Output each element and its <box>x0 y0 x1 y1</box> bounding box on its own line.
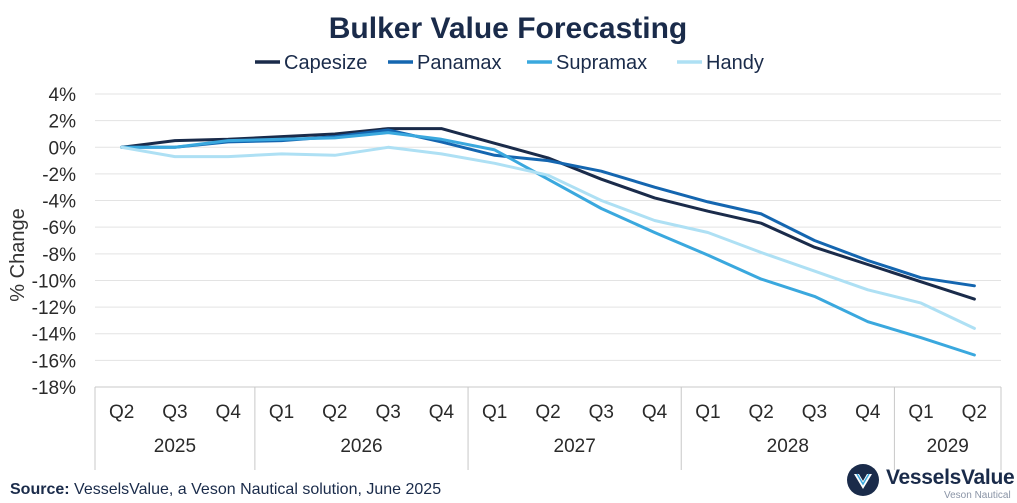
x-tick-year: 2028 <box>767 436 809 457</box>
x-tick-quarter: Q3 <box>589 402 614 423</box>
x-tick-quarter: Q4 <box>429 402 455 423</box>
legend-label: Supramax <box>556 52 647 74</box>
x-tick-quarter: Q4 <box>216 402 242 423</box>
legend-label: Handy <box>706 52 764 74</box>
y-axis-ticks: 4% 2% 0% -2% -4% -6% -8% -10% -12% -14% -16% -18% <box>32 85 76 399</box>
x-tick-year: 2026 <box>340 436 382 457</box>
x-tick-quarter: Q1 <box>695 402 720 423</box>
series-line-capesize <box>120 127 976 301</box>
x-tick-quarter: Q2 <box>109 402 134 423</box>
logo-subtitle: Veson Nautical <box>944 490 1011 501</box>
source-label: Source: <box>10 481 70 498</box>
x-tick-quarter: Q3 <box>802 402 827 423</box>
series-line-panamax <box>120 128 976 288</box>
y-tick-label: -16% <box>32 351 76 372</box>
x-tick-quarter: Q3 <box>162 402 187 423</box>
chart-legend: Capesize Panamax Supramax Handy <box>255 52 764 74</box>
y-tick-label: 4% <box>49 85 77 106</box>
series-line-handy <box>120 145 976 330</box>
y-tick-label: -12% <box>32 298 76 319</box>
y-tick-label: 2% <box>49 112 77 133</box>
y-tick-label: -2% <box>42 165 76 186</box>
series-line-supramax <box>120 131 976 357</box>
x-tick-quarter: Q3 <box>375 402 400 423</box>
y-tick-label: -18% <box>32 378 76 399</box>
x-tick-quarter: Q1 <box>269 402 294 423</box>
chart-title: Bulker Value Forecasting <box>329 12 687 45</box>
vesselsvalue-logo-icon <box>847 464 879 496</box>
y-tick-label: -6% <box>42 218 76 239</box>
legend-label: Capesize <box>284 52 367 74</box>
chart-series <box>120 127 976 357</box>
y-axis-label: % Change <box>7 208 29 301</box>
x-tick-year: 2029 <box>927 436 969 457</box>
y-tick-label: 0% <box>49 138 77 159</box>
y-tick-label: -14% <box>32 325 76 346</box>
x-tick-quarter: Q1 <box>908 402 933 423</box>
chart-gridlines <box>95 93 1001 388</box>
x-tick-year: 2025 <box>154 436 196 457</box>
y-tick-label: -4% <box>42 192 76 213</box>
x-tick-quarter: Q4 <box>855 402 881 423</box>
x-tick-quarter: Q2 <box>748 402 773 423</box>
legend-label: Panamax <box>417 52 502 74</box>
source-text: VesselsValue, a Veson Nautical solution,… <box>74 481 442 498</box>
y-tick-label: -10% <box>32 271 76 292</box>
x-tick-quarter: Q2 <box>962 402 987 423</box>
x-tick-quarter: Q2 <box>322 402 347 423</box>
x-axis: Q2 Q3 Q4 Q1 Q2 Q3 Q4 Q1 Q2 Q3 Q4 Q1 Q2 Q3 Q4 Q1 Q2 2025 20… <box>94 386 1002 470</box>
x-tick-quarter: Q2 <box>535 402 560 423</box>
y-tick-label: -8% <box>42 245 76 266</box>
x-tick-year: 2027 <box>554 436 596 457</box>
logo-name: VesselsValue <box>886 466 1015 489</box>
x-tick-quarter: Q4 <box>642 402 668 423</box>
x-tick-quarter: Q1 <box>482 402 507 423</box>
source-note: Source: VesselsValue, a Veson Nautical s… <box>10 481 441 499</box>
vesselsvalue-logo: VesselsValue Veson Nautical <box>846 462 1016 502</box>
